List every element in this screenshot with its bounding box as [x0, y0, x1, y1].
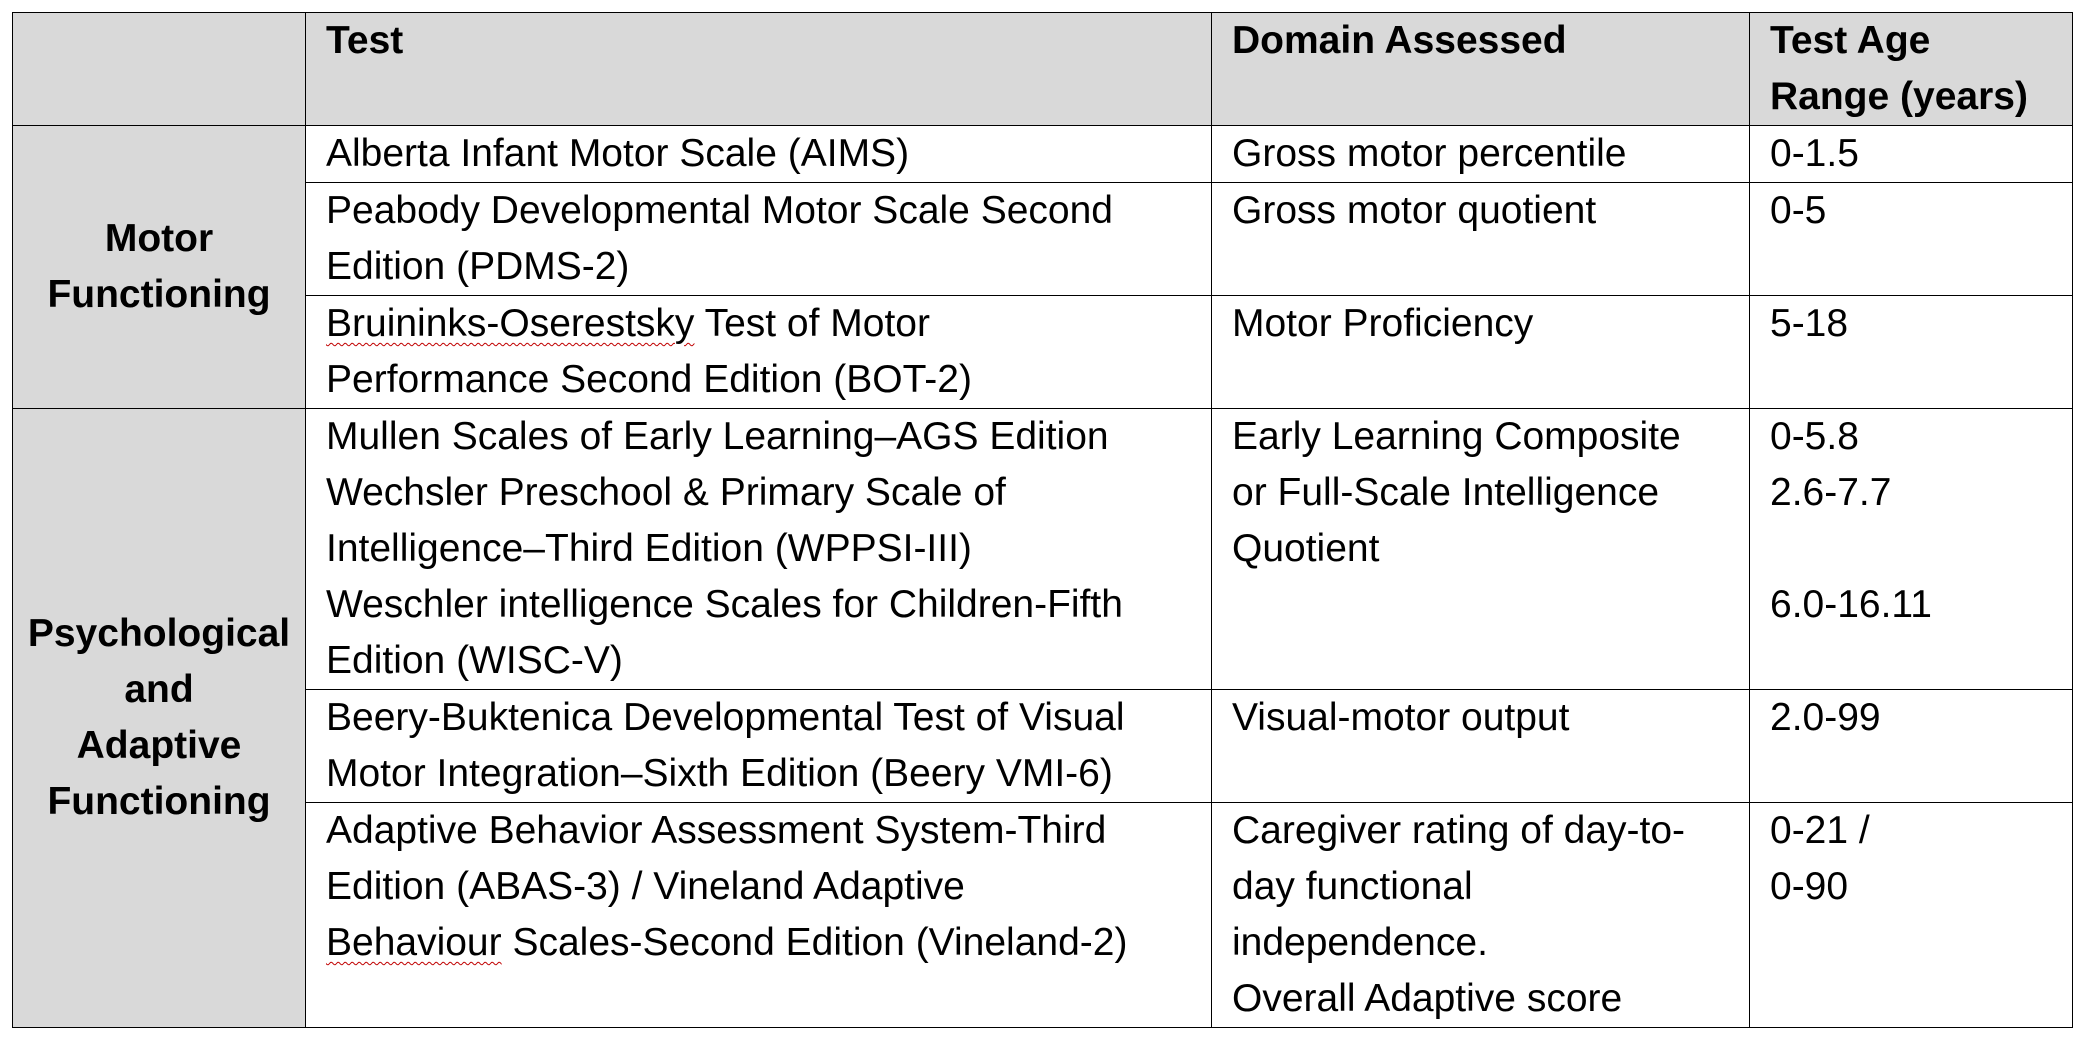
test-cell: Beery-Buktenica Developmental Test of Vi…	[305, 689, 1212, 803]
domain-cell: Caregiver rating of day-to- day function…	[1211, 802, 1750, 1028]
age-cell: 0-21 / 0-90	[1749, 802, 2073, 1028]
assessment-table: Test Domain Assessed Test Age Range (yea…	[12, 12, 2073, 1028]
table-row: Bruininks-Oserestsky Test of Motor Perfo…	[13, 295, 2073, 409]
spellcheck-word: Behaviour	[326, 921, 502, 964]
domain-cell: Gross motor quotient	[1211, 182, 1750, 296]
test-cell: Mullen Scales of Early Learning–AGS Edit…	[305, 408, 1212, 690]
age-cell: 0-5.8 2.6-7.7 ​ 6.0-16.11	[1749, 408, 2073, 690]
domain-cell: Visual-motor output	[1211, 689, 1750, 803]
table-row: Beery-Buktenica Developmental Test of Vi…	[13, 689, 2073, 803]
age-cell: 5-18	[1749, 295, 2073, 409]
test-cell: Alberta Infant Motor Scale (AIMS)	[305, 125, 1212, 183]
domain-cell: Motor Proficiency	[1211, 295, 1750, 409]
table-row: Motor Functioning Alberta Infant Motor S…	[12, 125, 2073, 409]
header-domain: Domain Assessed	[1211, 12, 1750, 126]
age-cell: 0-5	[1749, 182, 2073, 296]
header-test: Test	[305, 12, 1212, 126]
table-row: Adaptive Behavior Assessment System-Thir…	[13, 802, 2073, 1028]
header-row: Test Domain Assessed Test Age Range (yea…	[12, 12, 2073, 126]
test-cell: Adaptive Behavior Assessment System-Thir…	[305, 802, 1212, 1028]
age-cell: 0-1.5	[1749, 125, 2073, 183]
category-psychological-adaptive: Psychological and Adaptive Functioning	[12, 408, 306, 1028]
table-row: Psychological and Adaptive Functioning M…	[12, 408, 2073, 1028]
header-blank-cell	[12, 12, 306, 126]
table-row: Peabody Developmental Motor Scale Second…	[13, 182, 2073, 296]
test-cell: Peabody Developmental Motor Scale Second…	[305, 182, 1212, 296]
spellcheck-word: Bruininks-Oserestsky	[326, 302, 695, 345]
assessment-table-container: Test Domain Assessed Test Age Range (yea…	[12, 12, 2073, 1028]
age-cell: 2.0-99	[1749, 689, 2073, 803]
header-age-range: Test Age Range (years)	[1749, 12, 2073, 126]
test-cell: Bruininks-Oserestsky Test of Motor Perfo…	[305, 295, 1212, 409]
category-motor-functioning: Motor Functioning	[12, 125, 306, 409]
domain-cell: Gross motor percentile	[1211, 125, 1750, 183]
domain-cell: Early Learning Composite or Full-Scale I…	[1211, 408, 1750, 690]
